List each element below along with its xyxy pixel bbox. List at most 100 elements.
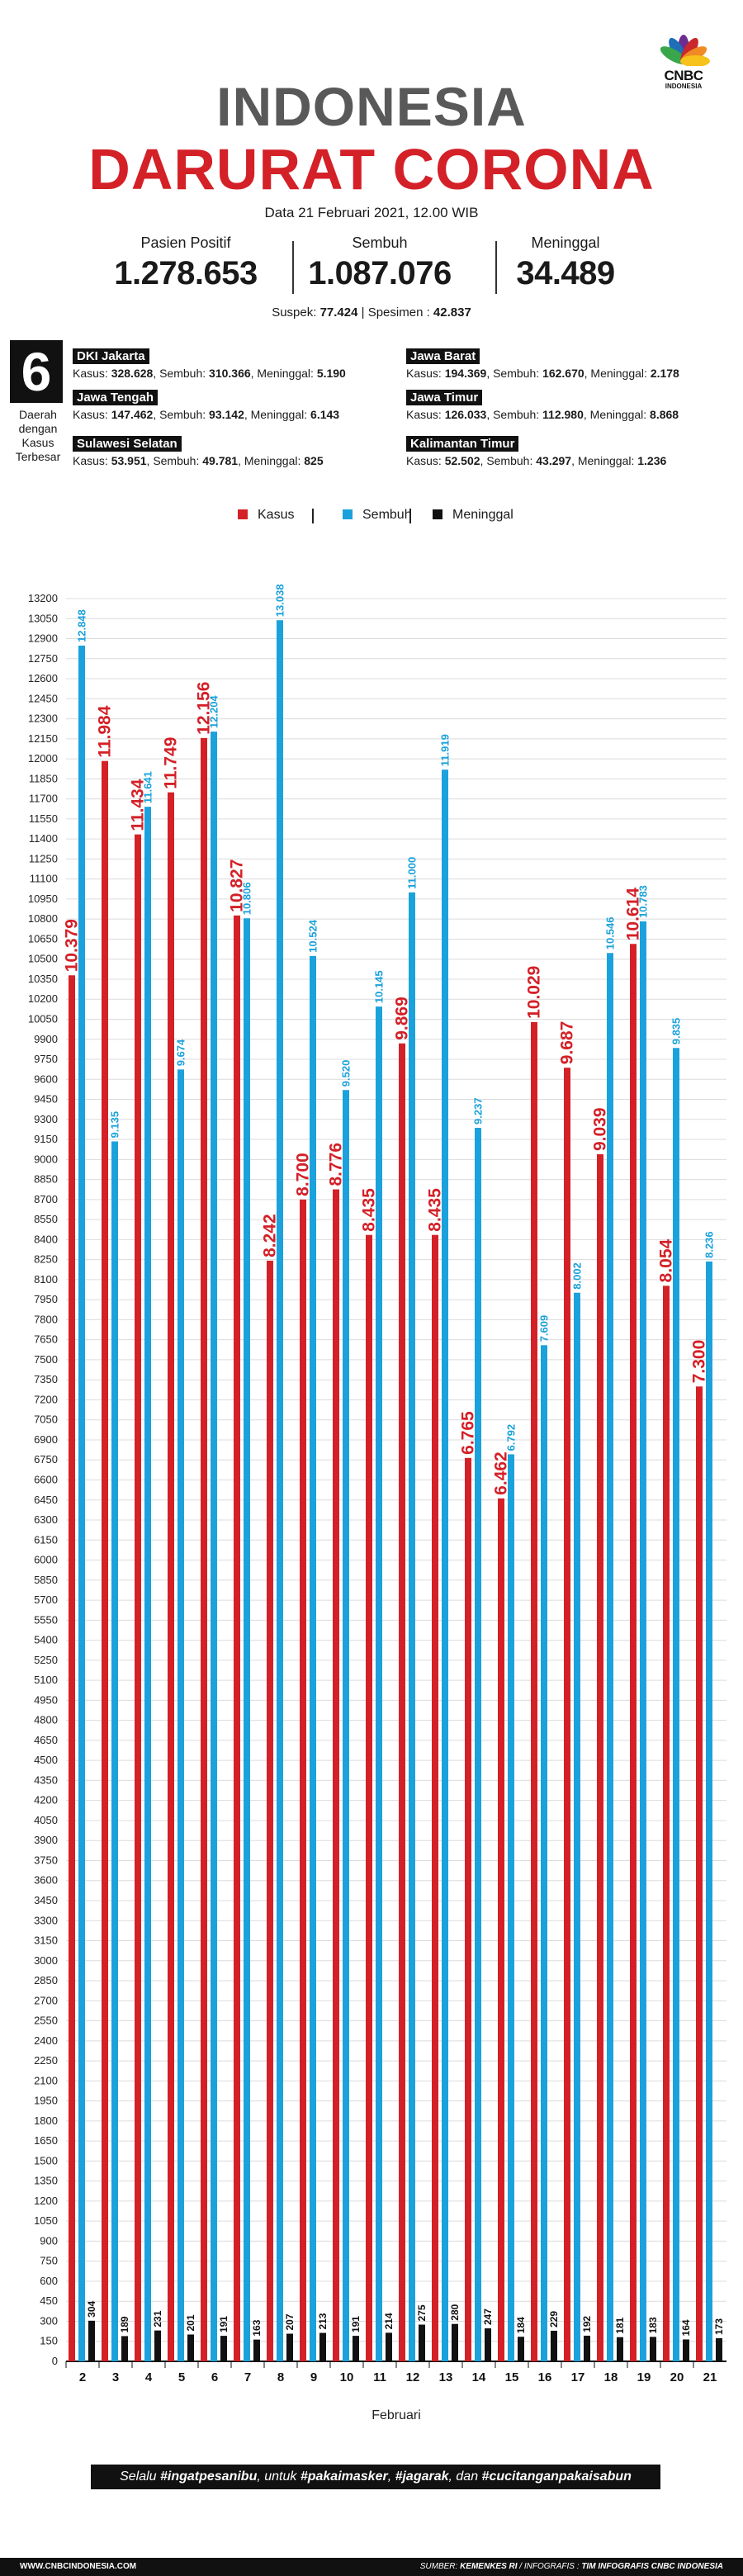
data-label-sembuh: 10.524 <box>306 919 319 953</box>
data-label-kasus: 10.029 <box>525 966 544 1019</box>
data-label-meninggal: 164 <box>680 2319 692 2336</box>
y-tick-label: 11400 <box>29 832 58 845</box>
data-label-kasus: 8.054 <box>657 1238 676 1282</box>
y-tick-label: 1350 <box>34 2175 58 2187</box>
data-label-kasus: 9.687 <box>558 1021 577 1065</box>
sembuh-label: Sembuh: <box>493 367 540 380</box>
region-item: Sulawesi Selatan Kasus: 53.951, Sembuh: 4… <box>73 436 324 467</box>
data-label-kasus: 9.039 <box>591 1107 610 1151</box>
suspek-label: Suspek: <box>272 305 317 320</box>
data-label-sembuh: 9.237 <box>471 1097 484 1125</box>
footnote-text: , untuk <box>257 2469 301 2484</box>
bar-meninggal <box>386 2332 392 2361</box>
region-detail: Kasus: 52.502, Sembuh: 43.297, Meninggal… <box>406 454 667 467</box>
stat-value: 34.489 <box>516 255 615 291</box>
y-tick-label: 6000 <box>34 1554 58 1566</box>
data-label-sembuh: 9.135 <box>108 1111 121 1139</box>
data-label-sembuh: 11.641 <box>141 771 154 803</box>
x-tick-label: 15 <box>505 2370 519 2384</box>
legend-swatch <box>433 509 442 519</box>
data-label-sembuh: 10.783 <box>637 885 649 918</box>
spesimen-label: Spesimen : <box>367 305 430 320</box>
y-tick-label: 4350 <box>34 1773 58 1786</box>
y-tick-label: 2700 <box>34 1994 58 2006</box>
suspek-line: Suspek: 77.424 | Spesimen : 42.837 <box>0 305 743 320</box>
kasus-value: 126.033 <box>444 408 487 421</box>
logo-text: CNBC <box>664 68 703 83</box>
kasus-label: Kasus: <box>406 454 442 467</box>
y-tick-label: 11700 <box>29 793 58 805</box>
kasus-value: 147.462 <box>111 408 154 421</box>
spesimen-value: 42.837 <box>433 305 471 320</box>
bar-sembuh <box>541 1345 547 2361</box>
footer-bar: WWW.CNBCINDONESIA.COM SUMBER: KEMENKES R… <box>0 2558 743 2576</box>
data-label-kasus: 8.700 <box>294 1153 313 1196</box>
footer-website[interactable]: WWW.CNBCINDONESIA.COM <box>20 2562 137 2571</box>
bar-sembuh <box>706 1261 712 2361</box>
x-tick-label: 19 <box>637 2370 651 2384</box>
bar-kasus <box>564 1068 570 2361</box>
region-detail: Kasus: 126.033, Sembuh: 112.980, Meningg… <box>406 408 679 421</box>
legend-item-meninggal: Meninggal <box>433 508 513 523</box>
x-tick-label: 12 <box>406 2370 420 2384</box>
data-label-sembuh: 8.002 <box>570 1262 583 1290</box>
bar-sembuh <box>673 1048 679 2361</box>
data-label-meninggal: 214 <box>383 2313 395 2329</box>
covid-daily-bar-chart: 1503004506007509001050120013501500165018… <box>28 584 726 2422</box>
data-date: Data 21 Februari 2021, 12.00 WIB <box>264 205 479 220</box>
region-detail: Kasus: 147.462, Sembuh: 93.142, Meningga… <box>73 408 340 421</box>
data-label-meninggal: 201 <box>185 2314 196 2331</box>
bar-meninggal <box>88 2320 95 2361</box>
stat-label: Sembuh <box>352 234 408 251</box>
y-tick-label: 1500 <box>34 2154 58 2166</box>
bar-kasus <box>300 1199 306 2361</box>
y-tick-label: 10800 <box>28 912 58 925</box>
divider <box>495 241 497 294</box>
y-tick-label: 2100 <box>34 2074 58 2086</box>
sembuh-label: Sembuh: <box>493 408 540 421</box>
kasus-label: Kasus: <box>406 367 442 380</box>
bar-kasus <box>531 1021 537 2361</box>
footer-text: SUMBER: <box>419 2562 461 2571</box>
bar-sembuh <box>277 620 283 2362</box>
peacock-icon <box>660 35 710 66</box>
y-tick-label: 7500 <box>34 1353 58 1366</box>
y-tick-label: 12450 <box>28 692 58 704</box>
region-name: DKI Jakarta <box>73 348 149 364</box>
kasus-label: Kasus: <box>73 454 108 467</box>
kasus-value: 52.502 <box>444 454 480 467</box>
data-label-meninggal: 231 <box>152 2310 163 2327</box>
kasus-label: Kasus: <box>73 408 108 421</box>
bar-sembuh <box>211 732 217 2361</box>
y-tick-label: 10650 <box>28 932 58 945</box>
caption-line: Daerah <box>19 408 57 421</box>
legend-swatch <box>238 509 248 519</box>
y-tick-label: 4200 <box>34 1794 58 1807</box>
region-name: Kalimantan Timur <box>406 436 519 452</box>
x-axis-label: Februari <box>372 2408 421 2422</box>
data-label-kasus: 11.984 <box>96 705 115 757</box>
data-label-kasus: 9.869 <box>393 997 412 1040</box>
bar-meninggal <box>353 2336 359 2361</box>
region-detail: Kasus: 328.628, Sembuh: 310.366, Meningg… <box>73 367 346 380</box>
sembuh-label: Sembuh: <box>159 367 206 380</box>
x-tick-label: 18 <box>604 2370 618 2384</box>
y-tick-label: 13200 <box>28 592 58 604</box>
bar-sembuh <box>343 1090 349 2361</box>
y-tick-label: 5100 <box>34 1674 58 1686</box>
bar-sembuh <box>640 921 646 2361</box>
footer-source: SUMBER: KEMENKES RI / INFOGRAFIS : TIM I… <box>420 2558 723 2576</box>
bar-meninggal <box>286 2333 293 2361</box>
bar-sembuh <box>78 645 85 2361</box>
legend-item-kasus: Kasus <box>238 508 294 523</box>
x-tick-label: 7 <box>244 2370 251 2384</box>
y-tick-label: 2550 <box>34 2015 58 2027</box>
y-tick-label: 6900 <box>34 1433 58 1446</box>
x-tick-label: 17 <box>571 2370 585 2384</box>
y-tick-label: 3600 <box>34 1874 58 1887</box>
y-tick-label: 4800 <box>34 1714 58 1726</box>
x-tick-label: 21 <box>703 2370 717 2384</box>
y-tick-label: 10500 <box>28 953 58 965</box>
y-tick-label: 150 <box>40 2335 58 2347</box>
y-tick-label: 4650 <box>34 1734 58 1746</box>
